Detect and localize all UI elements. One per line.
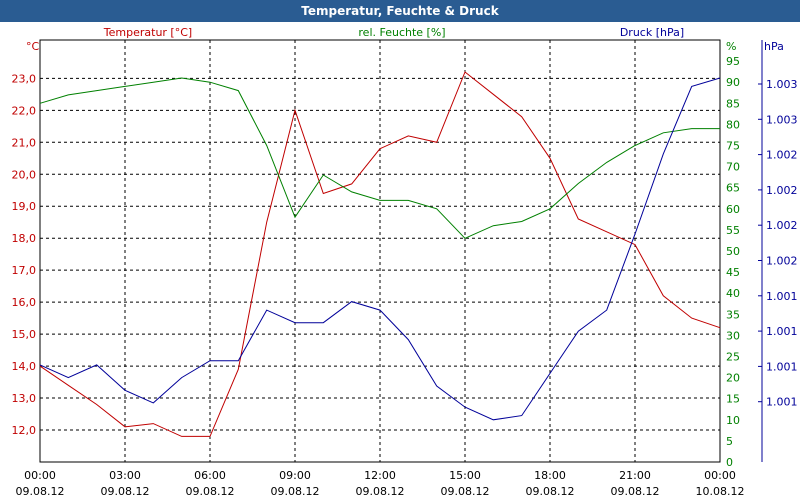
series-line-temperature [39, 71, 721, 437]
left-tick-label: 21,0 [12, 136, 37, 149]
right2-tick-label: 1.001 [766, 290, 798, 303]
x-tick-time: 09:00 [279, 469, 311, 482]
series-line-humidity [39, 77, 720, 239]
left-tick-label: 17,0 [12, 264, 37, 277]
x-tick-date: 09.08.12 [526, 485, 575, 498]
left-tick-label: 18,0 [12, 232, 37, 245]
left-axis: °C 23,0 22,0 21,0 20,0 19,0 18,0 17,0 16,0 15,0 14… [12, 40, 40, 437]
x-tick-time: 03:00 [109, 469, 141, 482]
right2-tick-label: 1.002 [766, 255, 798, 268]
right1-tick-label: 0 [726, 456, 733, 469]
right2-tick-label: 1.003 [766, 78, 798, 91]
right1-tick-label: 75 [726, 140, 740, 153]
right1-tick-label: 15 [726, 393, 740, 406]
right1-tick-label: 35 [726, 308, 740, 321]
right2-tick-label: 1.001 [766, 360, 798, 373]
right2-tick-label: 1.003 [766, 113, 798, 126]
right1-tick-label: 55 [726, 224, 740, 237]
right1-tick-label: 10 [726, 414, 740, 427]
series-line-pressure [39, 77, 721, 421]
right1-tick-label: 70 [726, 161, 740, 174]
grid [39, 39, 721, 463]
x-tick-time: 18:00 [534, 469, 566, 482]
left-axis-unit: °C [26, 40, 40, 53]
right2-tick-label: 1.001 [766, 325, 798, 338]
right1-tick-label: 20 [726, 372, 740, 385]
x-tick-time: 00:00 [704, 469, 736, 482]
x-tick-time: 12:00 [364, 469, 396, 482]
left-tick-label: 12,0 [12, 424, 37, 437]
right1-tick-label: 80 [726, 118, 740, 131]
right1-tick-label: 40 [726, 287, 740, 300]
x-tick-date: 09.08.12 [611, 485, 660, 498]
legend-humidity: rel. Feuchte [%] [358, 26, 445, 39]
x-axis: 00:00 09.08.12 03:00 09.08.12 06:00 09.08.12 0… [16, 469, 745, 498]
x-tick-date: 10.08.12 [696, 485, 745, 498]
x-tick-date: 09.08.12 [356, 485, 405, 498]
x-tick-date: 09.08.12 [441, 485, 490, 498]
right2-tick-label: 1.002 [766, 149, 798, 162]
left-tick-label: 16,0 [12, 296, 37, 309]
right2-axis-unit: hPa [764, 40, 784, 53]
left-tick-label: 13,0 [12, 392, 37, 405]
right1-tick-label: 30 [726, 329, 740, 342]
left-tick-label: 23,0 [12, 72, 37, 85]
x-tick-date: 09.08.12 [271, 485, 320, 498]
right1-tick-label: 65 [726, 182, 740, 195]
right1-tick-label: 90 [726, 76, 740, 89]
right1-tick-label: 50 [726, 245, 740, 258]
x-tick-time: 15:00 [449, 469, 481, 482]
right2-tick-label: 1.002 [766, 219, 798, 232]
legend-temperature: Temperatur [°C] [103, 26, 192, 39]
right1-tick-label: 45 [726, 266, 740, 279]
legend-pressure: Druck [hPa] [620, 26, 684, 39]
x-tick-date: 09.08.12 [16, 485, 65, 498]
right2-tick-label: 1.002 [766, 184, 798, 197]
chart-title: Temperatur, Feuchte & Druck [0, 0, 800, 22]
right1-tick-label: 25 [726, 351, 740, 364]
x-tick-time: 21:00 [619, 469, 651, 482]
x-tick-time: 06:00 [194, 469, 226, 482]
right1-tick-label: 95 [726, 55, 740, 68]
right2-tick-label: 1.001 [766, 396, 798, 409]
left-tick-label: 22,0 [12, 104, 37, 117]
right1-tick-label: 85 [726, 97, 740, 110]
right-axis-pressure: hPa 1.003 1.003 1.002 1.002 1.002 1.002 1.001 1.… [758, 40, 798, 462]
right1-tick-label: 60 [726, 203, 740, 216]
x-tick-time: 00:00 [24, 469, 56, 482]
left-tick-label: 14,0 [12, 360, 37, 373]
x-tick-date: 09.08.12 [101, 485, 150, 498]
right1-tick-label: 5 [726, 435, 733, 448]
legend: Temperatur [°C] rel. Feuchte [%] Druck [hP… [103, 26, 684, 39]
left-tick-label: 15,0 [12, 328, 37, 341]
left-tick-label: 19,0 [12, 200, 37, 213]
x-tick-date: 09.08.12 [186, 485, 235, 498]
left-tick-label: 20,0 [12, 168, 37, 181]
right1-axis-unit: % [726, 40, 736, 53]
series-lines [39, 71, 721, 437]
